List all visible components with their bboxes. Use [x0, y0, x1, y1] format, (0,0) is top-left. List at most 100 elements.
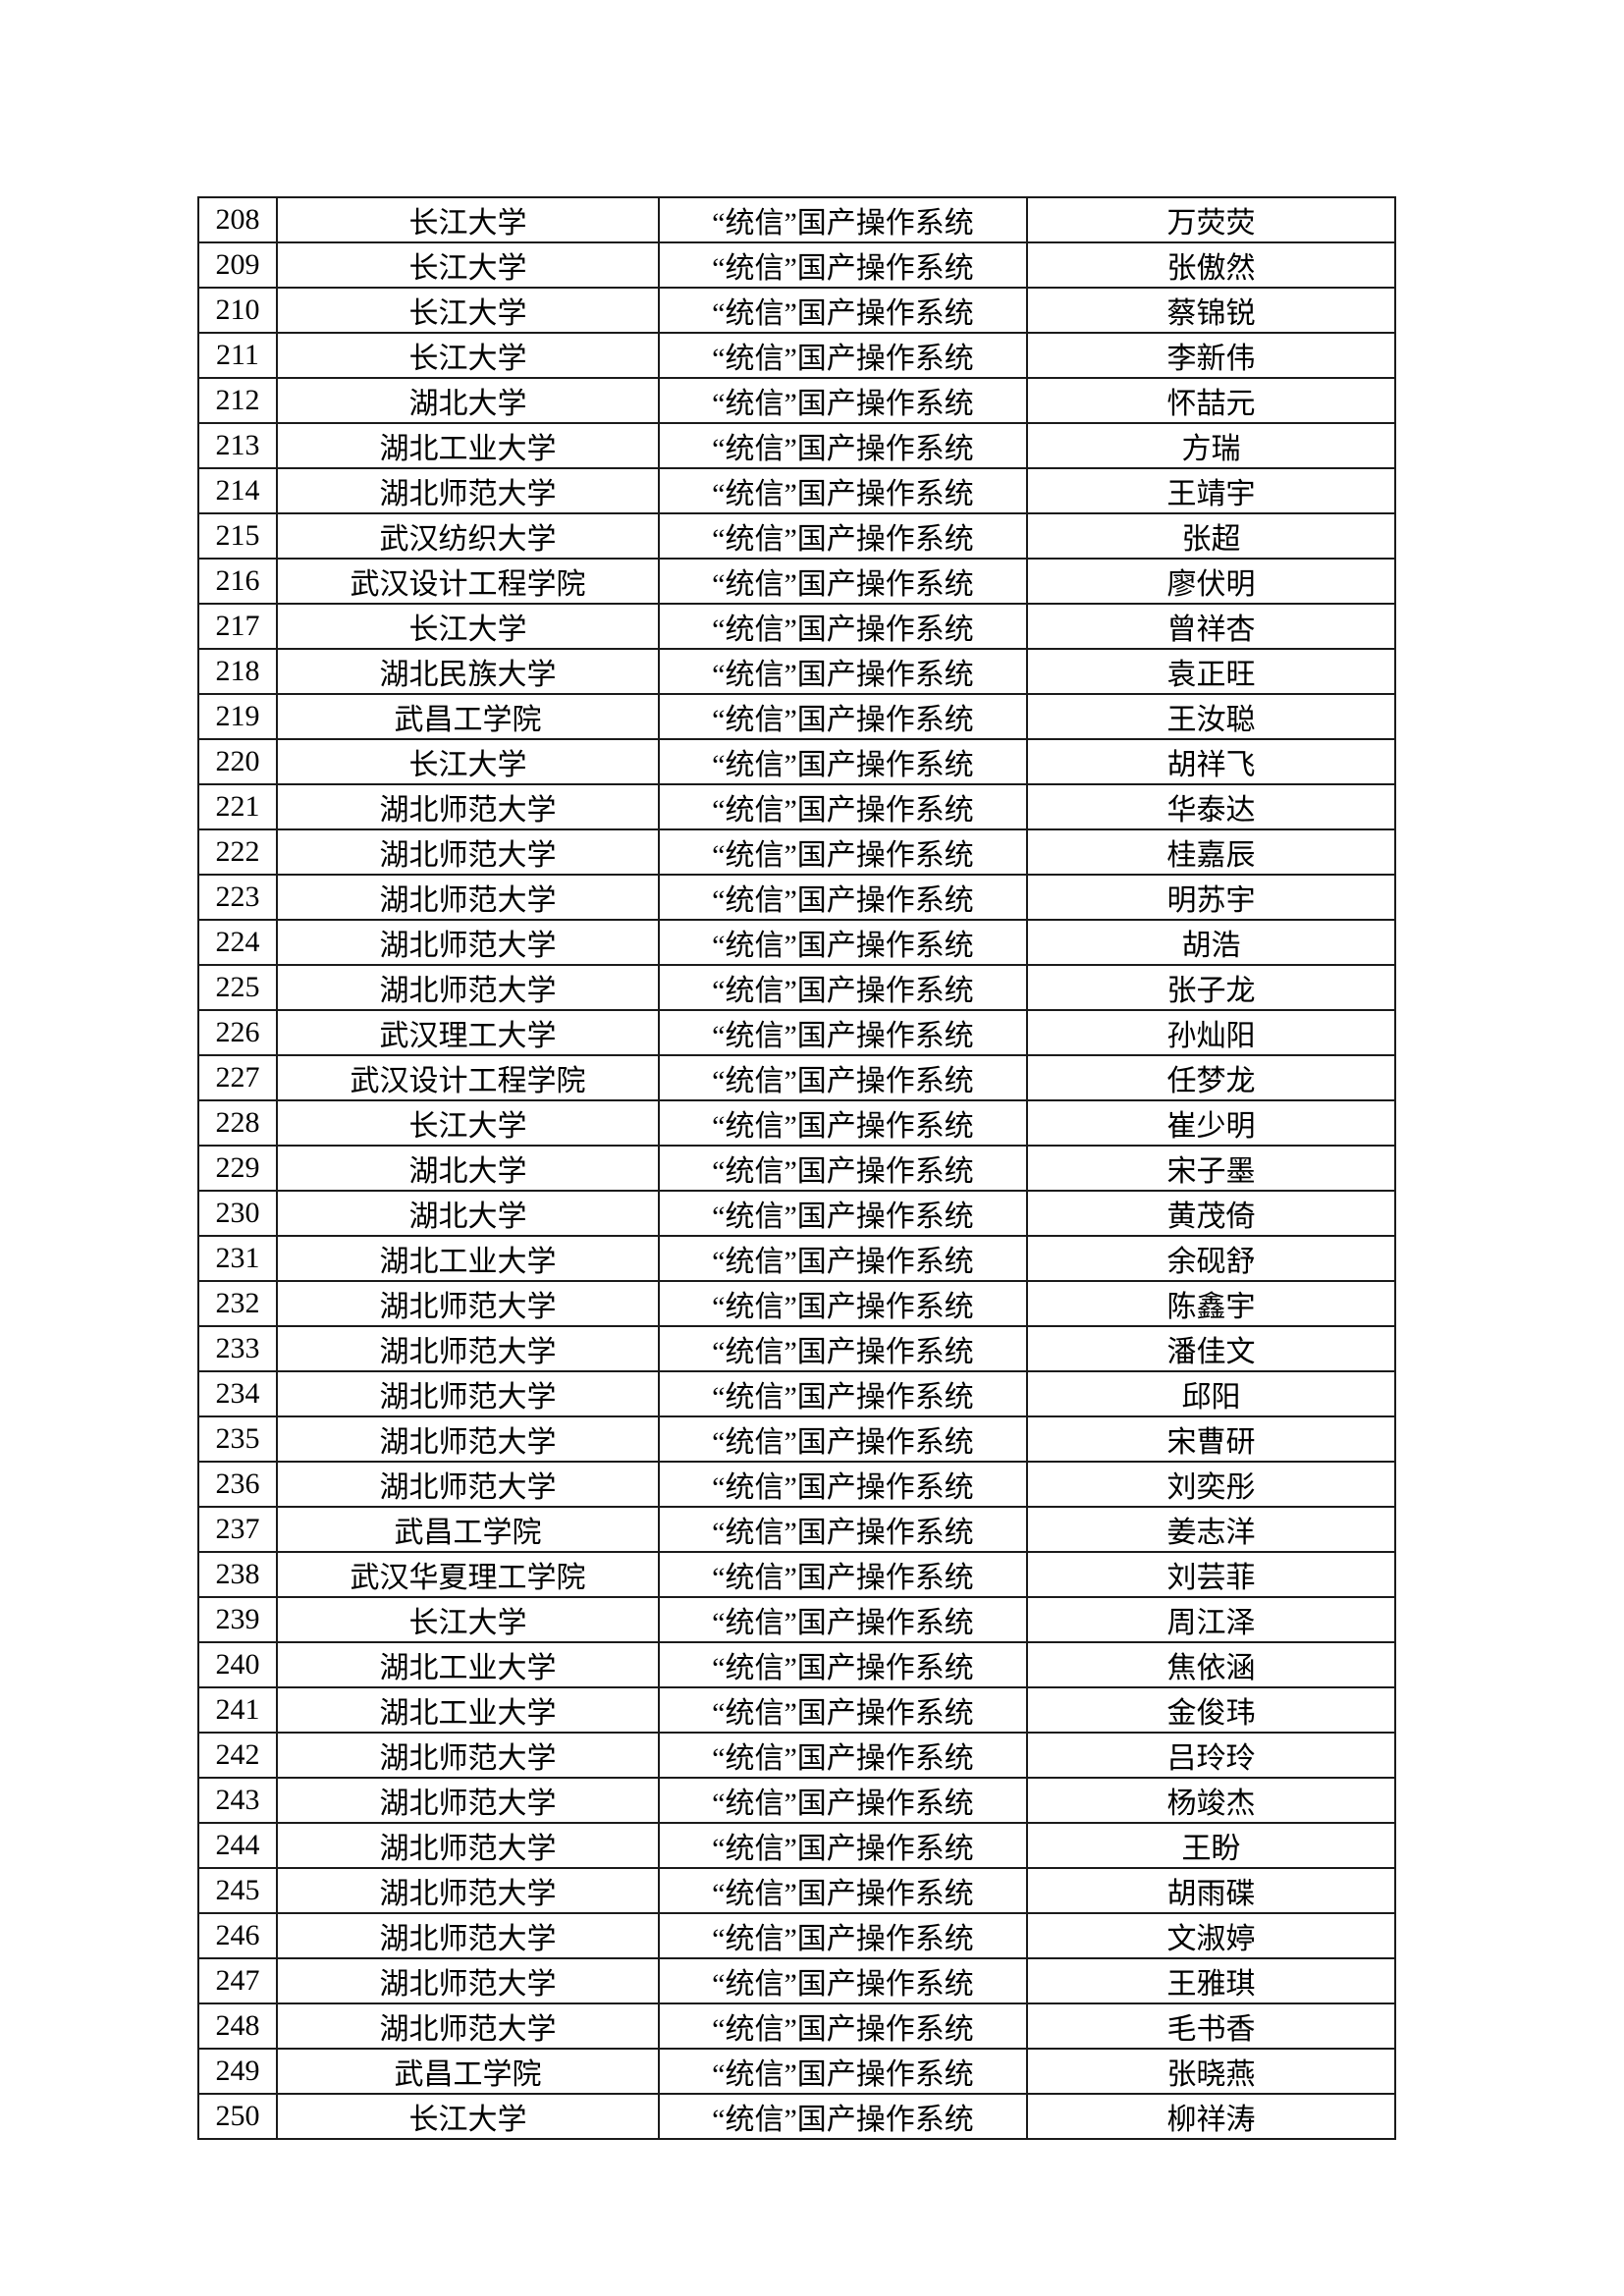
row-course: “统信”国产操作系统 [658, 1551, 1028, 1598]
row-university: 武汉纺织大学 [276, 512, 660, 560]
row-name: 张傲然 [1026, 241, 1396, 289]
table-row: 210 长江大学 “统信”国产操作系统 蔡锦锐 [197, 287, 1396, 334]
row-university: 武昌工学院 [276, 2048, 660, 2095]
row-number: 245 [197, 1867, 278, 1914]
table-row: 214 湖北师范大学 “统信”国产操作系统 王靖宇 [197, 467, 1396, 514]
row-university: 武汉设计工程学院 [276, 1054, 660, 1101]
row-name: 文淑婷 [1026, 1912, 1396, 1959]
row-course: “统信”国产操作系统 [658, 2093, 1028, 2140]
row-name: 潘佳文 [1026, 1325, 1396, 1372]
row-university: 湖北师范大学 [276, 1957, 660, 2004]
table-row: 222 湖北师范大学 “统信”国产操作系统 桂嘉辰 [197, 828, 1396, 876]
row-name: 胡祥飞 [1026, 738, 1396, 785]
row-number: 214 [197, 467, 278, 514]
table-row: 208 长江大学 “统信”国产操作系统 万荧荧 [197, 196, 1396, 243]
row-number: 237 [197, 1506, 278, 1553]
row-university: 湖北师范大学 [276, 919, 660, 966]
table-row: 240 湖北工业大学 “统信”国产操作系统 焦依涵 [197, 1641, 1396, 1688]
table-row: 239 长江大学 “统信”国产操作系统 周江泽 [197, 1596, 1396, 1643]
row-course: “统信”国产操作系统 [658, 1822, 1028, 1869]
row-course: “统信”国产操作系统 [658, 1912, 1028, 1959]
row-course: “统信”国产操作系统 [658, 467, 1028, 514]
row-name: 周江泽 [1026, 1596, 1396, 1643]
table-row: 218 湖北民族大学 “统信”国产操作系统 袁正旺 [197, 648, 1396, 695]
row-name: 邱阳 [1026, 1370, 1396, 1417]
table-body: 208 长江大学 “统信”国产操作系统 万荧荧 209 长江大学 “统信”国产操… [197, 196, 1396, 2140]
row-number: 249 [197, 2048, 278, 2095]
row-name: 怀喆元 [1026, 377, 1396, 424]
row-name: 蔡锦锐 [1026, 287, 1396, 334]
row-name: 宋曹研 [1026, 1415, 1396, 1463]
row-university: 长江大学 [276, 332, 660, 379]
row-course: “统信”国产操作系统 [658, 1235, 1028, 1282]
row-university: 湖北民族大学 [276, 648, 660, 695]
row-name: 王雅琪 [1026, 1957, 1396, 2004]
table-row: 231 湖北工业大学 “统信”国产操作系统 余砚舒 [197, 1235, 1396, 1282]
row-name: 宋子墨 [1026, 1145, 1396, 1192]
row-university: 湖北师范大学 [276, 783, 660, 830]
row-university: 长江大学 [276, 1596, 660, 1643]
row-course: “统信”国产操作系统 [658, 1415, 1028, 1463]
row-university: 湖北师范大学 [276, 964, 660, 1011]
table-row: 211 长江大学 “统信”国产操作系统 李新伟 [197, 332, 1396, 379]
row-number: 231 [197, 1235, 278, 1282]
row-number: 239 [197, 1596, 278, 1643]
row-number: 219 [197, 693, 278, 740]
row-name: 吕玲玲 [1026, 1732, 1396, 1779]
row-name: 崔少明 [1026, 1099, 1396, 1147]
row-university: 长江大学 [276, 1099, 660, 1147]
table-row: 215 武汉纺织大学 “统信”国产操作系统 张超 [197, 512, 1396, 560]
table-row: 228 长江大学 “统信”国产操作系统 崔少明 [197, 1099, 1396, 1147]
row-university: 武汉设计工程学院 [276, 558, 660, 605]
row-course: “统信”国产操作系统 [658, 558, 1028, 605]
table-row: 233 湖北师范大学 “统信”国产操作系统 潘佳文 [197, 1325, 1396, 1372]
row-university: 湖北师范大学 [276, 1777, 660, 1824]
row-course: “统信”国产操作系统 [658, 1777, 1028, 1824]
row-name: 黄茂倚 [1026, 1190, 1396, 1237]
row-number: 229 [197, 1145, 278, 1192]
table-row: 249 武昌工学院 “统信”国产操作系统 张晓燕 [197, 2048, 1396, 2095]
row-name: 华泰达 [1026, 783, 1396, 830]
table-row: 221 湖北师范大学 “统信”国产操作系统 华泰达 [197, 783, 1396, 830]
row-university: 长江大学 [276, 738, 660, 785]
row-number: 225 [197, 964, 278, 1011]
table-row: 217 长江大学 “统信”国产操作系统 曾祥杏 [197, 603, 1396, 650]
row-name: 袁正旺 [1026, 648, 1396, 695]
row-name: 胡雨碟 [1026, 1867, 1396, 1914]
row-university: 湖北工业大学 [276, 422, 660, 469]
row-number: 250 [197, 2093, 278, 2140]
row-name: 张晓燕 [1026, 2048, 1396, 2095]
table-row: 241 湖北工业大学 “统信”国产操作系统 金俊玮 [197, 1686, 1396, 1734]
row-number: 223 [197, 874, 278, 921]
row-course: “统信”国产操作系统 [658, 1145, 1028, 1192]
table-row: 227 武汉设计工程学院 “统信”国产操作系统 任梦龙 [197, 1054, 1396, 1101]
row-course: “统信”国产操作系统 [658, 1506, 1028, 1553]
table-row: 246 湖北师范大学 “统信”国产操作系统 文淑婷 [197, 1912, 1396, 1959]
row-course: “统信”国产操作系统 [658, 603, 1028, 650]
row-number: 230 [197, 1190, 278, 1237]
table-row: 216 武汉设计工程学院 “统信”国产操作系统 廖伏明 [197, 558, 1396, 605]
row-university: 长江大学 [276, 241, 660, 289]
row-university: 武汉华夏理工学院 [276, 1551, 660, 1598]
row-number: 238 [197, 1551, 278, 1598]
row-course: “统信”国产操作系统 [658, 196, 1028, 243]
table-row: 209 长江大学 “统信”国产操作系统 张傲然 [197, 241, 1396, 289]
row-university: 湖北大学 [276, 377, 660, 424]
row-university: 武汉理工大学 [276, 1009, 660, 1056]
row-course: “统信”国产操作系统 [658, 919, 1028, 966]
row-name: 张子龙 [1026, 964, 1396, 1011]
row-course: “统信”国产操作系统 [658, 512, 1028, 560]
table-row: 220 长江大学 “统信”国产操作系统 胡祥飞 [197, 738, 1396, 785]
row-number: 208 [197, 196, 278, 243]
row-number: 228 [197, 1099, 278, 1147]
row-name: 方瑞 [1026, 422, 1396, 469]
row-course: “统信”国产操作系统 [658, 1957, 1028, 2004]
row-name: 毛书香 [1026, 2002, 1396, 2050]
row-course: “统信”国产操作系统 [658, 1190, 1028, 1237]
row-university: 长江大学 [276, 196, 660, 243]
row-course: “统信”国产操作系统 [658, 377, 1028, 424]
row-name: 余砚舒 [1026, 1235, 1396, 1282]
row-name: 胡浩 [1026, 919, 1396, 966]
row-number: 248 [197, 2002, 278, 2050]
row-course: “统信”国产操作系统 [658, 1641, 1028, 1688]
